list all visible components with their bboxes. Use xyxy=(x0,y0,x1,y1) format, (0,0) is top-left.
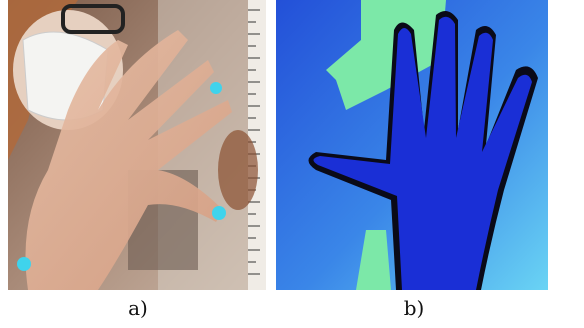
hand-photo-image xyxy=(8,0,266,290)
marker-dot xyxy=(212,206,226,220)
panel-a-photo xyxy=(8,0,266,290)
panel-b-depth-map xyxy=(276,0,548,290)
caption-a: a) xyxy=(128,296,148,320)
depth-map-image xyxy=(276,0,548,290)
caption-b: b) xyxy=(403,296,425,320)
marker-dot xyxy=(17,257,31,271)
marker-dot xyxy=(210,82,222,94)
